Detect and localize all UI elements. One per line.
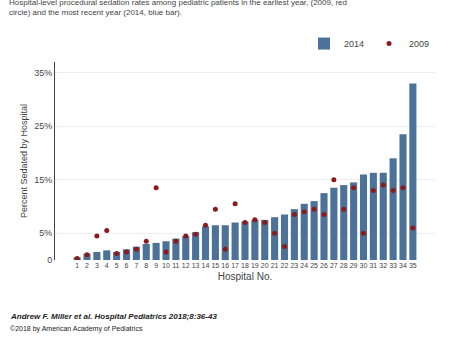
svg-text:5: 5 — [115, 262, 119, 269]
svg-text:18: 18 — [241, 262, 249, 269]
svg-text:26: 26 — [320, 262, 328, 269]
svg-text:12: 12 — [182, 262, 190, 269]
svg-text:15%: 15% — [34, 175, 52, 185]
svg-text:19: 19 — [251, 262, 259, 269]
svg-text:24: 24 — [300, 262, 308, 269]
svg-text:2009: 2009 — [409, 39, 429, 49]
svg-text:25: 25 — [310, 262, 318, 269]
svg-text:35: 35 — [409, 262, 417, 269]
svg-text:33: 33 — [389, 262, 397, 269]
svg-text:Percent Sedated by Hospital: Percent Sedated by Hospital — [19, 104, 29, 218]
svg-text:17: 17 — [231, 262, 239, 269]
svg-text:28: 28 — [340, 262, 348, 269]
svg-text:27: 27 — [330, 262, 338, 269]
svg-text:30: 30 — [360, 262, 368, 269]
svg-text:2: 2 — [85, 262, 89, 269]
svg-text:7: 7 — [134, 262, 138, 269]
svg-text:1: 1 — [75, 262, 79, 269]
svg-text:21: 21 — [271, 262, 279, 269]
svg-text:23: 23 — [290, 262, 298, 269]
svg-text:16: 16 — [221, 262, 229, 269]
svg-text:11: 11 — [172, 262, 179, 269]
svg-text:31: 31 — [369, 262, 377, 269]
svg-text:35%: 35% — [34, 68, 52, 78]
svg-text:5%: 5% — [39, 228, 52, 238]
svg-text:4: 4 — [105, 262, 109, 269]
svg-text:6: 6 — [125, 262, 129, 269]
svg-text:15: 15 — [211, 262, 219, 269]
svg-text:©2018 by American Academy of P: ©2018 by American Academy of Pediatrics — [10, 325, 143, 333]
svg-text:8: 8 — [144, 262, 148, 269]
svg-text:Andrew F. Miller et al. Hospit: Andrew F. Miller et al. Hospital Pediatr… — [10, 312, 217, 321]
svg-text:Hospital No.: Hospital No. — [218, 271, 272, 282]
svg-text:2014: 2014 — [344, 39, 364, 49]
svg-text:34: 34 — [399, 262, 407, 269]
svg-text:3: 3 — [95, 262, 99, 269]
svg-text:14: 14 — [202, 262, 210, 269]
svg-text:32: 32 — [379, 262, 387, 269]
svg-text:0: 0 — [47, 255, 52, 265]
svg-text:20: 20 — [261, 262, 269, 269]
svg-text:22: 22 — [281, 262, 289, 269]
svg-text:25%: 25% — [34, 121, 52, 131]
svg-text:Hospital-level procedural seda: Hospital-level procedural sedation rates… — [9, 0, 347, 17]
svg-text:29: 29 — [350, 262, 358, 269]
svg-text:13: 13 — [192, 262, 200, 269]
svg-text:9: 9 — [154, 262, 158, 269]
svg-text:10: 10 — [162, 262, 170, 269]
